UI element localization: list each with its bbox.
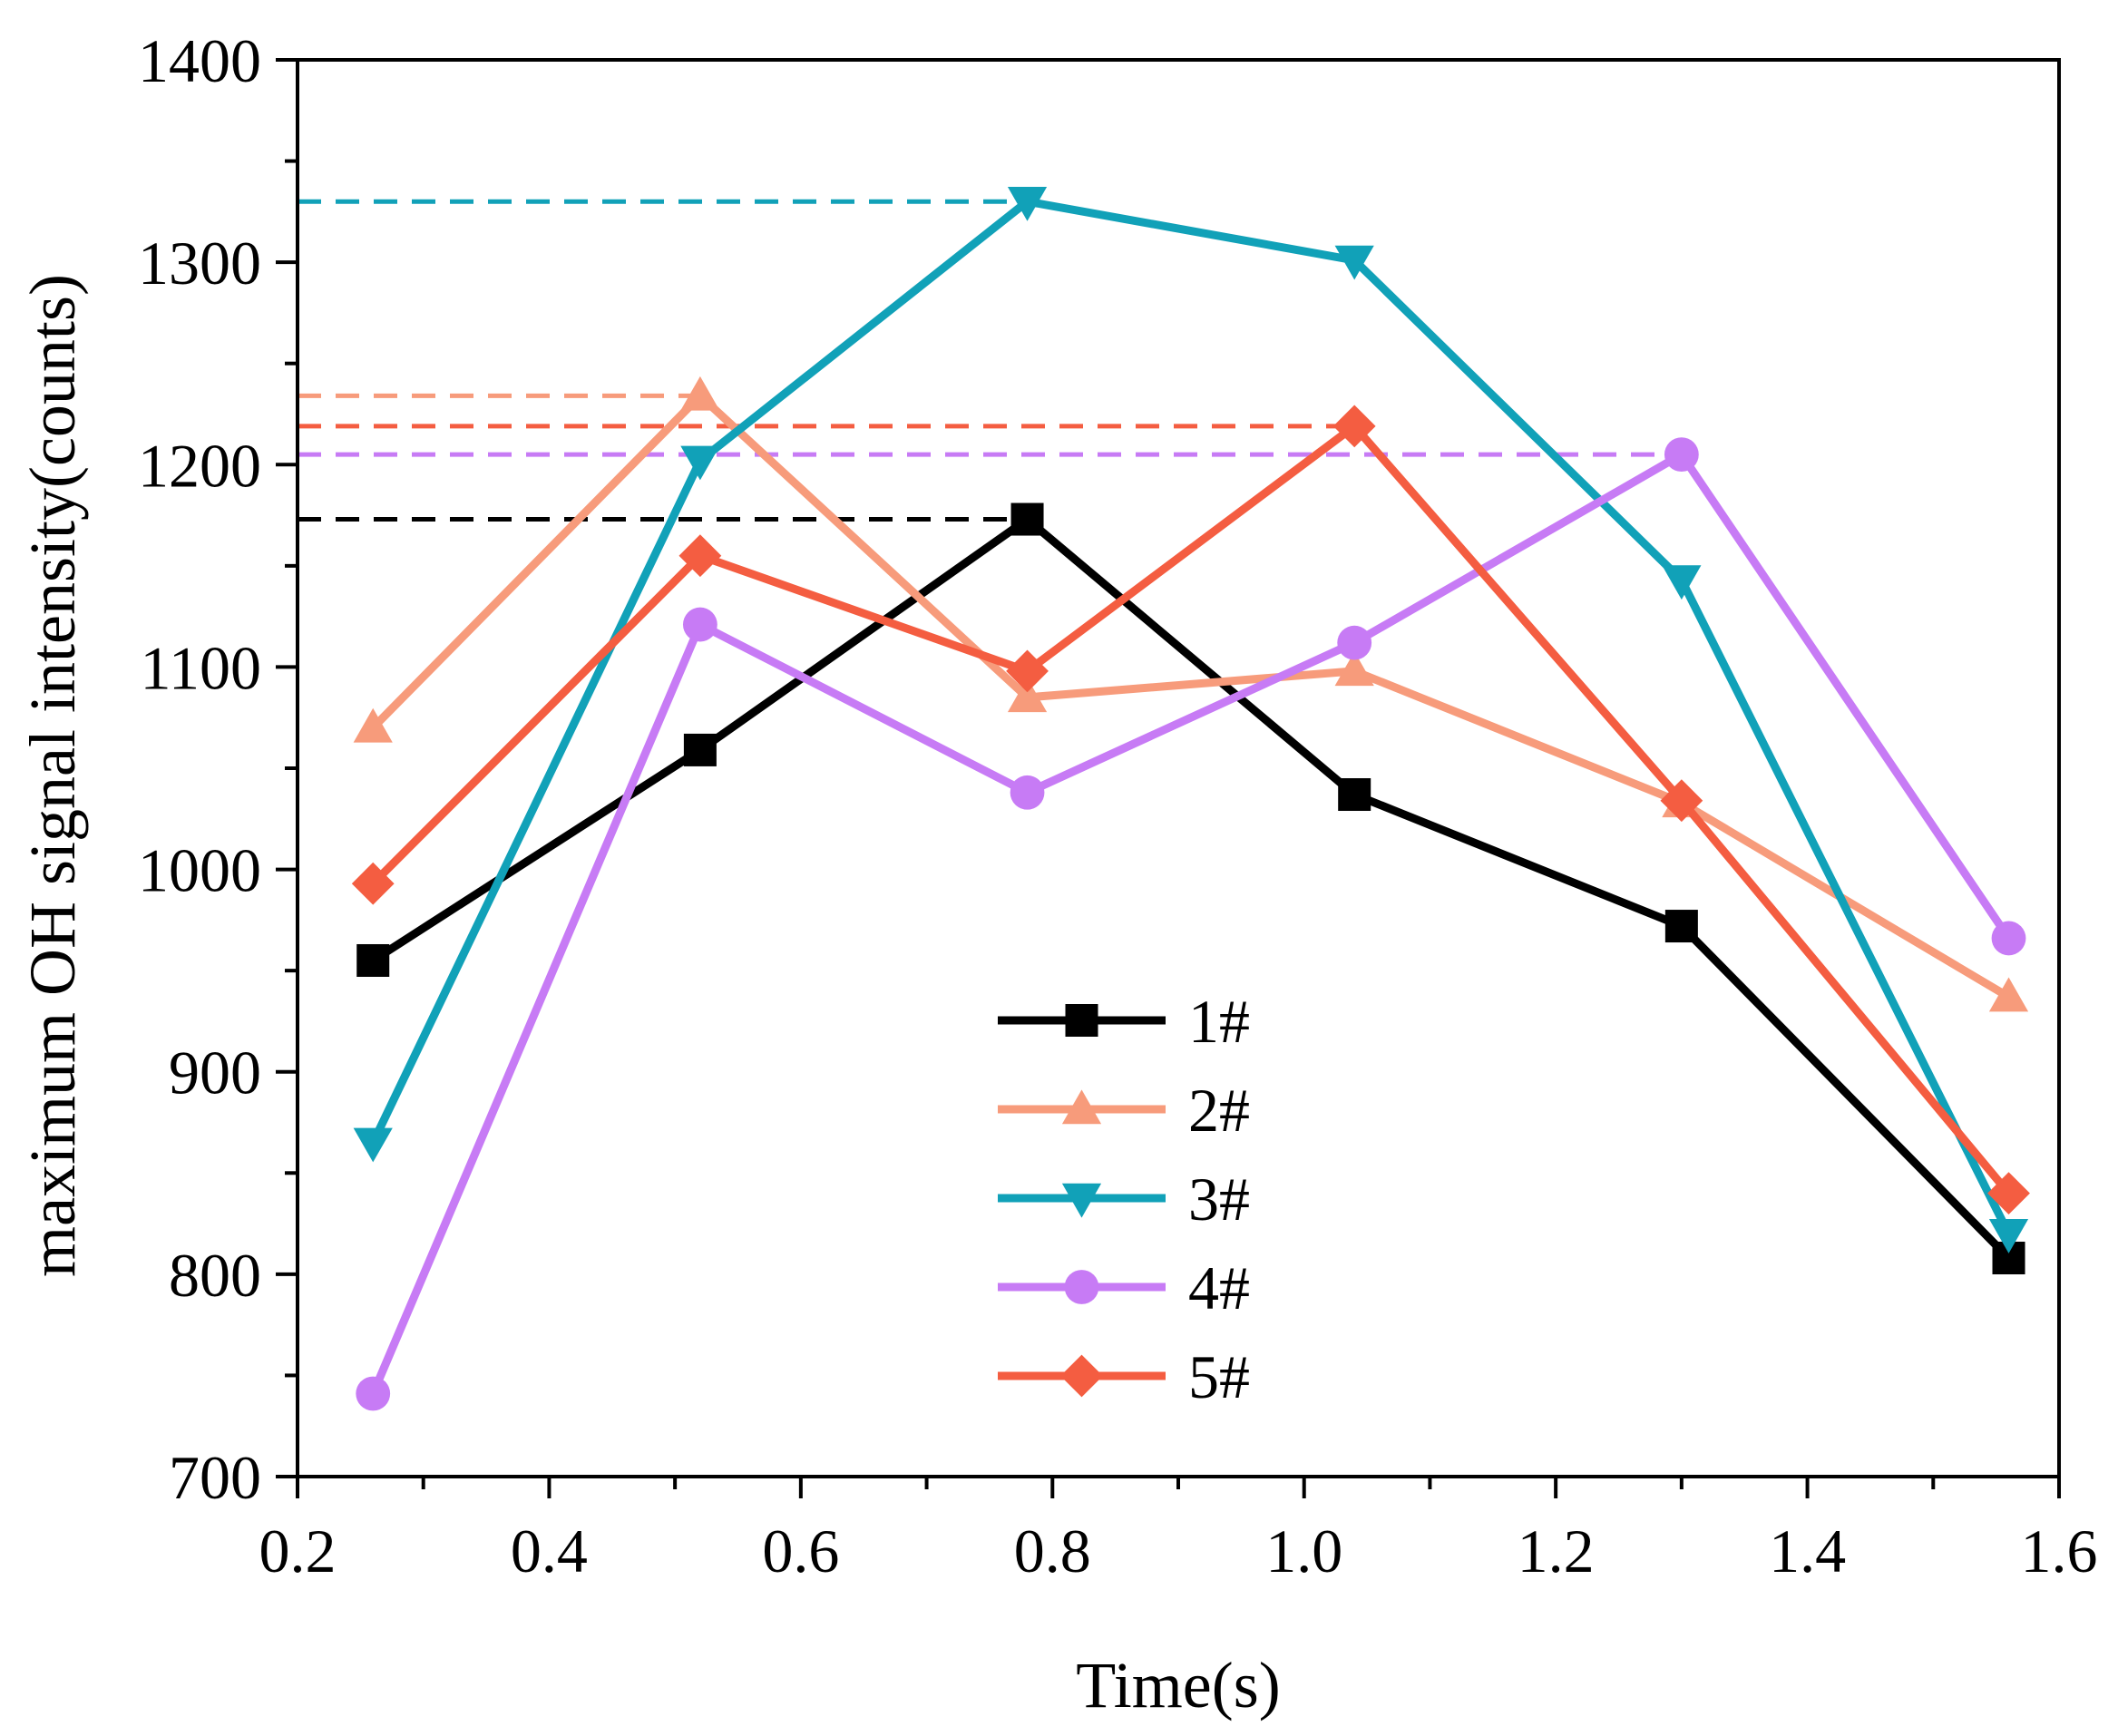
series-2 [353,375,2029,1012]
data-point-5 [351,862,395,905]
x-tick-label: 0.2 [259,1517,337,1585]
legend-item-2: 2# [998,1076,1250,1145]
y-tick-label: 900 [169,1039,261,1107]
series-3 [353,187,2029,1253]
x-tick-label: 0.8 [1014,1517,1091,1585]
series-5 [351,405,2030,1214]
data-point-4 [1337,625,1372,660]
legend-item-4: 4# [998,1253,1250,1322]
data-point-5 [1660,779,1703,823]
x-tick-label: 0.6 [762,1517,839,1585]
y-tick-label: 1300 [138,229,261,297]
x-axis-title: Time(s) [1076,1649,1280,1721]
data-point-2 [1988,977,2029,1012]
series-line-5 [370,422,2012,1196]
legend-label-2: 2# [1188,1076,1250,1145]
plot-frame [296,58,2061,1478]
data-point-5 [1987,1172,2030,1214]
series-line-2 [370,391,2011,1001]
data-point-4 [1991,921,2026,956]
y-tick-label: 1000 [138,836,261,905]
y-tick-label: 1200 [138,431,261,500]
data-point-3 [1334,245,1374,280]
x-tick-label: 1.6 [2021,1517,2098,1585]
data-point-3 [1007,187,1048,221]
data-point-3 [1988,1219,2029,1253]
legend: 1# 2# 3# 4# 5# [998,987,1250,1411]
x-tick-label: 1.0 [1265,1517,1342,1585]
series-layer [351,187,2030,1411]
data-point-3 [353,1127,393,1163]
data-point-5 [1006,649,1049,693]
data-point-2 [1007,678,1048,713]
y-tick-label: 700 [169,1443,261,1512]
data-point-2 [1334,651,1374,687]
data-point-1 [1664,910,1698,943]
data-point-3 [680,445,720,481]
series-1 [356,502,2025,1275]
legend-label-3: 3# [1188,1165,1250,1234]
series-4 [356,437,2026,1411]
y-tick-label: 800 [169,1241,261,1310]
max-value-dashed-lines [298,199,1682,522]
x-tick-label: 0.4 [511,1517,588,1585]
data-point-4 [682,607,717,642]
data-point-1 [356,943,390,977]
legend-label-1: 1# [1188,987,1250,1056]
legend-marker-2 [1061,1089,1102,1125]
legend-label-5: 5# [1188,1342,1250,1411]
legend-item-1: 1# [998,987,1250,1056]
y-axis-title: maximum OH signal intensity(counts) [16,274,89,1277]
y-tick-label: 1100 [141,633,261,702]
data-point-2 [353,707,393,743]
legend-marker-3 [1061,1183,1102,1218]
data-point-4 [1664,437,1699,473]
y-tick-label: 1400 [138,26,261,95]
data-point-1 [1010,502,1044,536]
axes: 0.2 0.4 0.6 0.8 1.0 1.2 1.4 1.6 700 800 900 1000 110… [138,26,2098,1585]
legend-item-5: 5# [998,1342,1250,1411]
legend-marker-4 [1064,1270,1099,1304]
data-point-1 [683,733,717,766]
series-line-1 [370,515,2012,1262]
legend-item-3: 3# [998,1165,1250,1234]
x-tick-label: 1.4 [1769,1517,1846,1585]
data-point-5 [1332,405,1376,448]
x-tick-label: 1.2 [1518,1517,1595,1585]
legend-marker-5 [1060,1354,1103,1398]
data-point-1 [1338,778,1371,812]
data-point-4 [356,1376,391,1411]
data-point-2 [680,375,720,411]
series-line-3 [369,197,2013,1236]
data-point-3 [1662,565,1702,600]
series-line-4 [369,450,2013,1396]
data-point-5 [678,534,722,578]
data-point-4 [1010,775,1045,810]
legend-label-4: 4# [1188,1253,1250,1322]
legend-marker-1 [1065,1004,1098,1037]
